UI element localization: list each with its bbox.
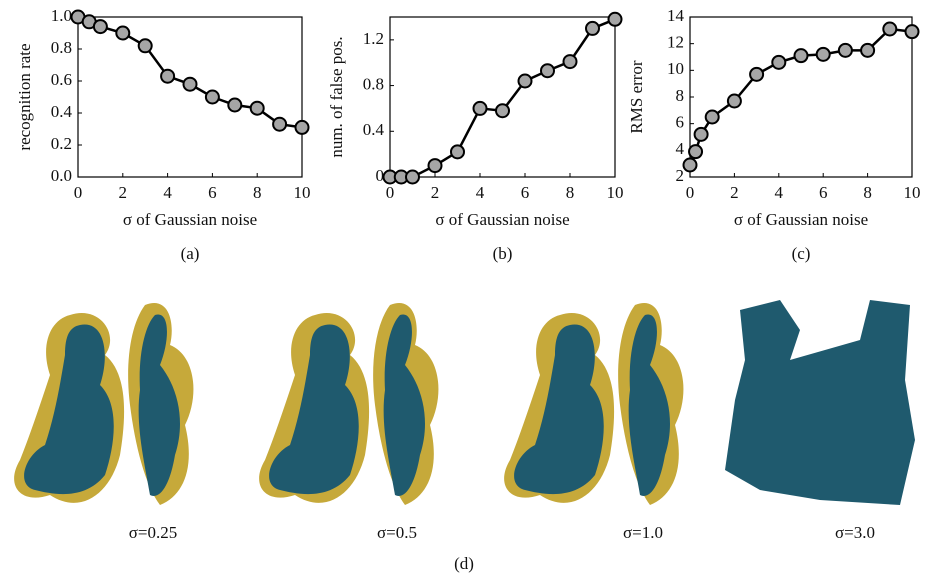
rendering: [14, 303, 193, 505]
marker: [251, 102, 264, 115]
panel-label: (a): [181, 244, 200, 263]
x-axis-label: σ of Gaussian noise: [435, 210, 569, 229]
x-tick-label: 0: [386, 183, 395, 202]
panel-label: (b): [493, 244, 513, 263]
x-tick-label: 8: [566, 183, 575, 202]
marker: [883, 23, 896, 36]
x-tick-label: 8: [253, 183, 262, 202]
y-tick-label: 1.0: [51, 6, 72, 25]
figure: σ=0.25 σ=0.5 σ=1.0 σ=3.0 (d) 02468100.00…: [0, 0, 928, 577]
x-tick-label: 2: [431, 183, 440, 202]
y-tick-label: 0.4: [51, 102, 73, 121]
y-tick-label: 4: [676, 139, 685, 158]
rendering-caption: σ=1.0: [623, 523, 663, 542]
marker: [839, 44, 852, 57]
x-tick-label: 4: [163, 183, 172, 202]
marker: [474, 102, 487, 115]
x-tick-label: 0: [74, 183, 83, 202]
x-tick-label: 10: [904, 183, 921, 202]
marker: [273, 118, 286, 131]
marker: [772, 56, 785, 69]
y-tick-label: 0.8: [363, 74, 384, 93]
x-tick-label: 0: [686, 183, 695, 202]
y-tick-label: 0.8: [51, 38, 72, 57]
marker: [184, 78, 197, 91]
y-tick-label: 8: [676, 86, 685, 105]
y-axis-label: num. of false pos.: [327, 36, 346, 157]
y-axis-label: RMS error: [627, 60, 646, 134]
series-line: [78, 17, 302, 127]
marker: [116, 27, 129, 40]
marker: [206, 91, 219, 104]
panel-label: (d): [454, 554, 474, 573]
x-tick-label: 10: [294, 183, 311, 202]
x-tick-label: 4: [476, 183, 485, 202]
marker: [406, 171, 419, 184]
marker: [689, 145, 702, 158]
marker: [817, 48, 830, 61]
marker: [706, 111, 719, 124]
x-tick-label: 6: [819, 183, 828, 202]
rendering-caption: σ=0.25: [129, 523, 178, 542]
y-tick-label: 1.2: [363, 29, 384, 48]
y-axis-label: recognition rate: [15, 43, 34, 150]
marker: [161, 70, 174, 83]
marker: [861, 44, 874, 57]
x-tick-label: 6: [208, 183, 217, 202]
marker: [94, 20, 107, 33]
plot-frame: [78, 17, 302, 177]
x-tick-label: 10: [607, 183, 624, 202]
rendering: [504, 303, 683, 505]
marker: [228, 99, 241, 112]
marker: [541, 64, 554, 77]
rendering-caption: σ=3.0: [835, 523, 875, 542]
y-tick-label: 0.2: [51, 134, 72, 153]
y-tick-label: 0.0: [51, 166, 72, 185]
marker: [139, 39, 152, 52]
marker: [451, 145, 464, 158]
y-tick-label: 2: [676, 166, 685, 185]
marker: [519, 75, 532, 88]
marker: [906, 25, 919, 38]
x-tick-label: 2: [730, 183, 739, 202]
marker: [728, 95, 741, 108]
marker: [684, 159, 697, 172]
series-line: [390, 19, 615, 177]
marker: [564, 55, 577, 68]
rendering: [259, 303, 438, 505]
x-tick-label: 8: [863, 183, 872, 202]
x-tick-label: 4: [775, 183, 784, 202]
rendering: [725, 300, 915, 505]
x-tick-label: 2: [119, 183, 128, 202]
marker: [795, 49, 808, 62]
marker: [750, 68, 763, 81]
marker: [429, 159, 442, 172]
y-tick-label: 14: [667, 6, 685, 25]
y-tick-label: 6: [676, 113, 685, 132]
marker: [296, 121, 309, 134]
x-tick-label: 6: [521, 183, 530, 202]
plot-frame: [390, 17, 615, 177]
marker: [695, 128, 708, 141]
marker: [586, 22, 599, 35]
rendering-caption: σ=0.5: [377, 523, 417, 542]
panel-label: (c): [792, 244, 811, 263]
marker: [609, 13, 622, 26]
marker: [496, 104, 509, 117]
y-tick-label: 0.4: [363, 120, 385, 139]
y-tick-label: 12: [667, 33, 684, 52]
y-tick-label: 0.6: [51, 70, 72, 89]
x-axis-label: σ of Gaussian noise: [123, 210, 257, 229]
y-tick-label: 10: [667, 59, 684, 78]
x-axis-label: σ of Gaussian noise: [734, 210, 868, 229]
